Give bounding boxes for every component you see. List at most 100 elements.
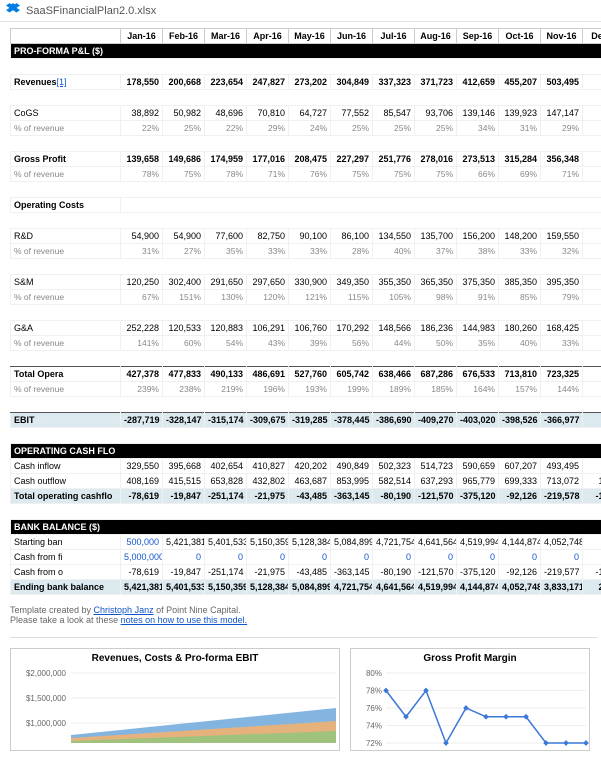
cell[interactable]: 69% [499, 167, 541, 182]
cell[interactable]: 4,641,564 [373, 580, 415, 595]
cell[interactable]: 1,540 [583, 474, 601, 489]
cell[interactable]: 415,515 [163, 474, 205, 489]
month-header[interactable]: Jul-16 [373, 29, 415, 44]
row-label[interactable]: % of revenue [11, 244, 121, 259]
cell[interactable]: 77,600 [205, 229, 247, 244]
cell[interactable]: 60% [163, 336, 205, 351]
cell[interactable]: 223,654 [205, 75, 247, 90]
cell[interactable]: 397 [583, 152, 601, 167]
cell[interactable]: 330,900 [289, 275, 331, 290]
cell[interactable]: 4,721,754 [373, 535, 415, 550]
cell[interactable]: -366,977 [541, 413, 583, 428]
cell[interactable]: 193% [289, 382, 331, 397]
cell[interactable]: 0 [415, 550, 457, 565]
cell[interactable]: 144% [541, 382, 583, 397]
cell[interactable]: 121% [289, 290, 331, 305]
cell[interactable]: 164% [457, 382, 499, 397]
cell[interactable]: 527,760 [289, 367, 331, 382]
cell[interactable]: 106,291 [247, 321, 289, 336]
cell[interactable]: 5,401,533 [163, 580, 205, 595]
cell[interactable]: 5,000,000 [121, 550, 163, 565]
cell[interactable]: -19,847 [163, 489, 205, 504]
row-label[interactable]: Cash from fi [11, 550, 121, 565]
cell[interactable]: 33% [499, 244, 541, 259]
cell[interactable]: -309,675 [247, 413, 289, 428]
row-label[interactable]: Total operating cashflo [11, 489, 121, 504]
cell[interactable]: 4,519,994 [415, 580, 457, 595]
cell[interactable]: 199% [331, 382, 373, 397]
cell[interactable]: 31% [121, 244, 163, 259]
cell[interactable]: -287,719 [121, 413, 163, 428]
cell[interactable]: 356,348 [541, 152, 583, 167]
cell[interactable]: 965,779 [457, 474, 499, 489]
cell[interactable]: 168,425 [541, 321, 583, 336]
cell[interactable]: 177,016 [247, 152, 289, 167]
cell[interactable]: 0 [205, 550, 247, 565]
cell[interactable]: 39% [289, 336, 331, 351]
cell[interactable]: 86,100 [331, 229, 373, 244]
cell[interactable]: 412,659 [457, 75, 499, 90]
cell[interactable]: 4,641,564 [415, 535, 457, 550]
cell[interactable]: 4,052,748 [541, 535, 583, 550]
cell[interactable] [583, 382, 601, 397]
cell[interactable]: 297,650 [247, 275, 289, 290]
cell[interactable]: 219% [205, 382, 247, 397]
cell[interactable]: 105% [373, 290, 415, 305]
cell[interactable]: 22% [205, 121, 247, 136]
cell[interactable]: 208,475 [289, 152, 331, 167]
cell[interactable]: 148,200 [499, 229, 541, 244]
cell[interactable]: 120,250 [121, 275, 163, 290]
cell[interactable]: 0 [247, 550, 289, 565]
cell[interactable] [583, 167, 601, 182]
cell[interactable]: 25% [331, 121, 373, 136]
cell[interactable] [583, 336, 601, 351]
cell[interactable]: 0 [583, 550, 601, 565]
month-header[interactable]: Nov-16 [541, 29, 583, 44]
cell[interactable]: -121,570 [415, 565, 457, 580]
row-label[interactable]: Starting ban [11, 535, 121, 550]
row-label[interactable]: % of revenue [11, 382, 121, 397]
row-label[interactable]: Total Opera [11, 367, 121, 382]
cell[interactable]: 638,466 [373, 367, 415, 382]
cell[interactable]: 5,128,384 [289, 535, 331, 550]
cell[interactable]: 130% [205, 290, 247, 305]
cell[interactable]: 337,323 [373, 75, 415, 90]
cell[interactable]: 395,668 [163, 459, 205, 474]
cell[interactable]: 3,833,171 [541, 580, 583, 595]
cell[interactable]: 723,325 [541, 367, 583, 382]
cell[interactable]: 0 [373, 550, 415, 565]
cell[interactable]: 3 [583, 535, 601, 550]
cell[interactable]: 28% [331, 244, 373, 259]
cell[interactable]: 139,923 [499, 106, 541, 121]
row-label[interactable]: Operating Costs [11, 198, 121, 213]
cell[interactable]: -21,975 [247, 489, 289, 504]
row-label[interactable]: EBIT [11, 413, 121, 428]
cell[interactable]: 64,727 [289, 106, 331, 121]
month-header[interactable]: Dec-1 [583, 29, 601, 44]
month-header[interactable]: Oct-16 [499, 29, 541, 44]
cell[interactable]: 4,144,874 [499, 535, 541, 550]
row-label[interactable]: % of revenue [11, 336, 121, 351]
cell[interactable]: 156,200 [457, 229, 499, 244]
row-label[interactable]: S&M [11, 275, 121, 290]
gross-margin-chart[interactable]: Gross Profit Margin 80%78%76%74%72% [350, 648, 590, 751]
cell[interactable]: 637,293 [415, 474, 457, 489]
cell[interactable]: 500,000 [121, 535, 163, 550]
cell[interactable]: 5,401,533 [205, 535, 247, 550]
cell[interactable] [583, 121, 601, 136]
cell[interactable]: 90,100 [289, 229, 331, 244]
cell[interactable]: 5,421,381 [163, 535, 205, 550]
cell[interactable]: 676,533 [457, 367, 499, 382]
cell[interactable]: 120,883 [205, 321, 247, 336]
cell[interactable]: -219,577 [541, 565, 583, 580]
cell[interactable]: 149,686 [163, 152, 205, 167]
cell[interactable]: -80,190 [373, 565, 415, 580]
cell[interactable]: 25% [373, 121, 415, 136]
cell[interactable]: -219,578 [541, 489, 583, 504]
cell[interactable]: 554 [583, 75, 601, 90]
cell[interactable]: 34% [457, 121, 499, 136]
cell[interactable]: 166 [583, 229, 601, 244]
cell[interactable]: 25% [163, 121, 205, 136]
cell[interactable]: 37% [415, 244, 457, 259]
cell[interactable]: 38% [457, 244, 499, 259]
